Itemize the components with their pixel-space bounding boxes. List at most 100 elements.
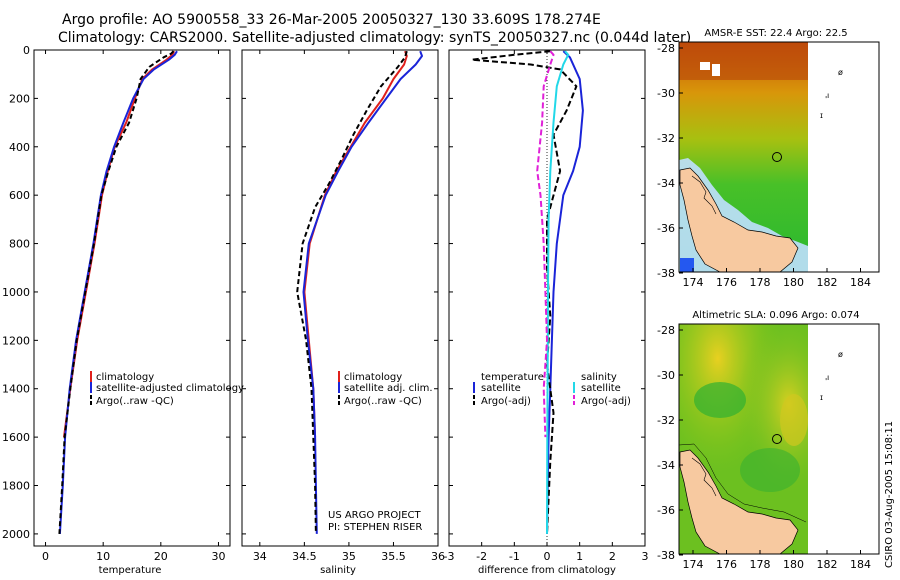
map-y-tick-label: -32 [657,414,675,427]
figure-title-line1: Argo profile: AO 5900558_33 26-Mar-2005 … [62,12,601,28]
kermadec-island-marker: ı [827,91,829,100]
north-island-coastline-detail [691,457,717,497]
series-line-temperature-argo-adj- [470,50,578,534]
map-y-tick-label: -38 [657,267,675,280]
north-island-coastline-detail [691,175,717,215]
map-x-tick-label: 178 [750,558,771,571]
difference-legend: temperature satellite Argo(-adj) salinit… [473,372,631,407]
sst-map: AMSR-E SST: 22.4 Argo: 22.5 ø ı ' ɪ [678,28,880,273]
legend-label-argo: Argo(..raw -QC) [96,396,174,407]
sst-map-title: AMSR-E SST: 22.4 Argo: 22.5 [704,28,847,39]
north-island-land [679,167,799,273]
series-line-argo-raw-qc- [296,50,408,534]
y-tick-label: 600 [9,189,30,202]
legend-label-satellite: satellite-adjusted climatology [96,383,244,394]
sst-warm-patch [679,42,808,80]
map-y-tick-label: -32 [657,132,675,145]
sst-deep-blue [680,258,694,272]
figure-title-line2: Climatology: CARS2000. Satellite-adjuste… [58,30,692,46]
series-line-salinity-argo-adj- [536,50,555,438]
kermadec-island-marker: ɪ [820,111,823,120]
sst-land-mask [712,64,720,76]
map-x-tick-label: 176 [716,558,737,571]
series-line-satellite-adj-clim- [302,50,423,534]
x-tick-label: 20 [154,550,168,563]
sla-high-anomaly [780,394,808,446]
x-tick-label: 34.5 [292,550,317,563]
map-y-tick-label: -36 [657,504,675,517]
x-tick-label: 35 [342,550,356,563]
legend-temperature-heading: temperature [481,372,544,383]
kermadec-island-marker: ø [838,68,843,77]
series-line-satellite-adjusted-climatology [58,50,178,534]
map-x-tick-label: 174 [683,558,704,571]
y-tick-label: 800 [9,238,30,251]
sst-ocean-open [808,42,879,272]
map-y-tick-label: -34 [657,459,675,472]
sla-low-anomaly [694,382,746,418]
series-line-argo-raw-qc- [58,50,175,534]
y-tick-label: 0 [23,44,30,57]
y-tick-label: 1400 [2,383,30,396]
y-tick-label: 1800 [2,480,30,493]
salinity-panel [241,49,439,547]
series-group [58,50,178,534]
map-x-tick-label: 182 [817,276,838,289]
map-y-tick-label: -36 [657,222,675,235]
y-tick-label: 2000 [2,528,30,541]
legend-label-temp-satellite: satellite [481,383,521,394]
series-group [470,50,584,534]
map-x-tick-label: 184 [850,276,871,289]
argo-float-location [772,152,782,162]
kermadec-island-marker: ı [827,373,829,382]
temperature-legend: climatology satellite-adjusted climatolo… [90,371,244,407]
legend-label-climatology: climatology [344,372,402,383]
map-x-tick-label: 180 [783,276,804,289]
sla-map-title: Altimetric SLA: 0.096 Argo: 0.074 [692,310,859,321]
kermadec-island-marker: ø [838,350,843,359]
kermadec-island-marker: ' [825,377,827,386]
series-group [296,50,423,534]
x-tick-label: 2 [609,550,616,563]
kermadec-island-marker: ɪ [820,393,823,402]
salinity-legend: climatology satellite adj. clim. Argo(..… [338,371,433,407]
y-tick-label: 1000 [2,286,30,299]
y-tick-label: 400 [9,141,30,154]
legend-label-sal-argo: Argo(-adj) [581,396,631,407]
map-x-tick-label: 176 [716,276,737,289]
temperature-axis-label: temperature [99,565,162,576]
north-island-land [679,449,799,555]
y-tick-label: 200 [9,92,30,105]
sla-low-anomaly [740,448,800,492]
map-y-tick-label: -30 [657,369,675,382]
legend-label-temp-argo: Argo(-adj) [481,396,531,407]
credit-line1: US ARGO PROJECT [328,510,422,521]
temperature-panel [33,49,231,547]
argo-float-location [772,434,782,444]
legend-label-argo: Argo(..raw -QC) [344,396,422,407]
salinity-axis-label: salinity [320,565,356,576]
x-tick-label: -2 [476,550,487,563]
x-tick-label: 0 [544,550,551,563]
sst-land-mask [700,62,710,70]
x-tick-label: 30 [211,550,225,563]
map-x-tick-label: 180 [783,558,804,571]
sla-coast-contour [678,443,807,523]
map-y-tick-label: -38 [657,549,675,562]
credit-line2: PI: STEPHEN RISER [328,522,422,533]
difference-axis-label: difference from climatology [478,565,616,576]
series-line-salinity-satellite [546,50,570,534]
y-tick-label: 1200 [2,334,30,347]
series-line-temperature-satellite [546,50,584,534]
x-tick-label: -3 [444,550,455,563]
map-x-tick-label: 182 [817,558,838,571]
x-tick-label: 3 [642,550,649,563]
x-tick-label: 10 [96,550,110,563]
x-tick-label: 1 [576,550,583,563]
legend-salinity-heading: salinity [581,372,617,383]
legend-label-climatology: climatology [96,372,154,383]
sst-map-frame [678,41,880,273]
legend-label-satellite: satellite adj. clim. [344,383,433,394]
map-x-tick-label: 184 [850,558,871,571]
